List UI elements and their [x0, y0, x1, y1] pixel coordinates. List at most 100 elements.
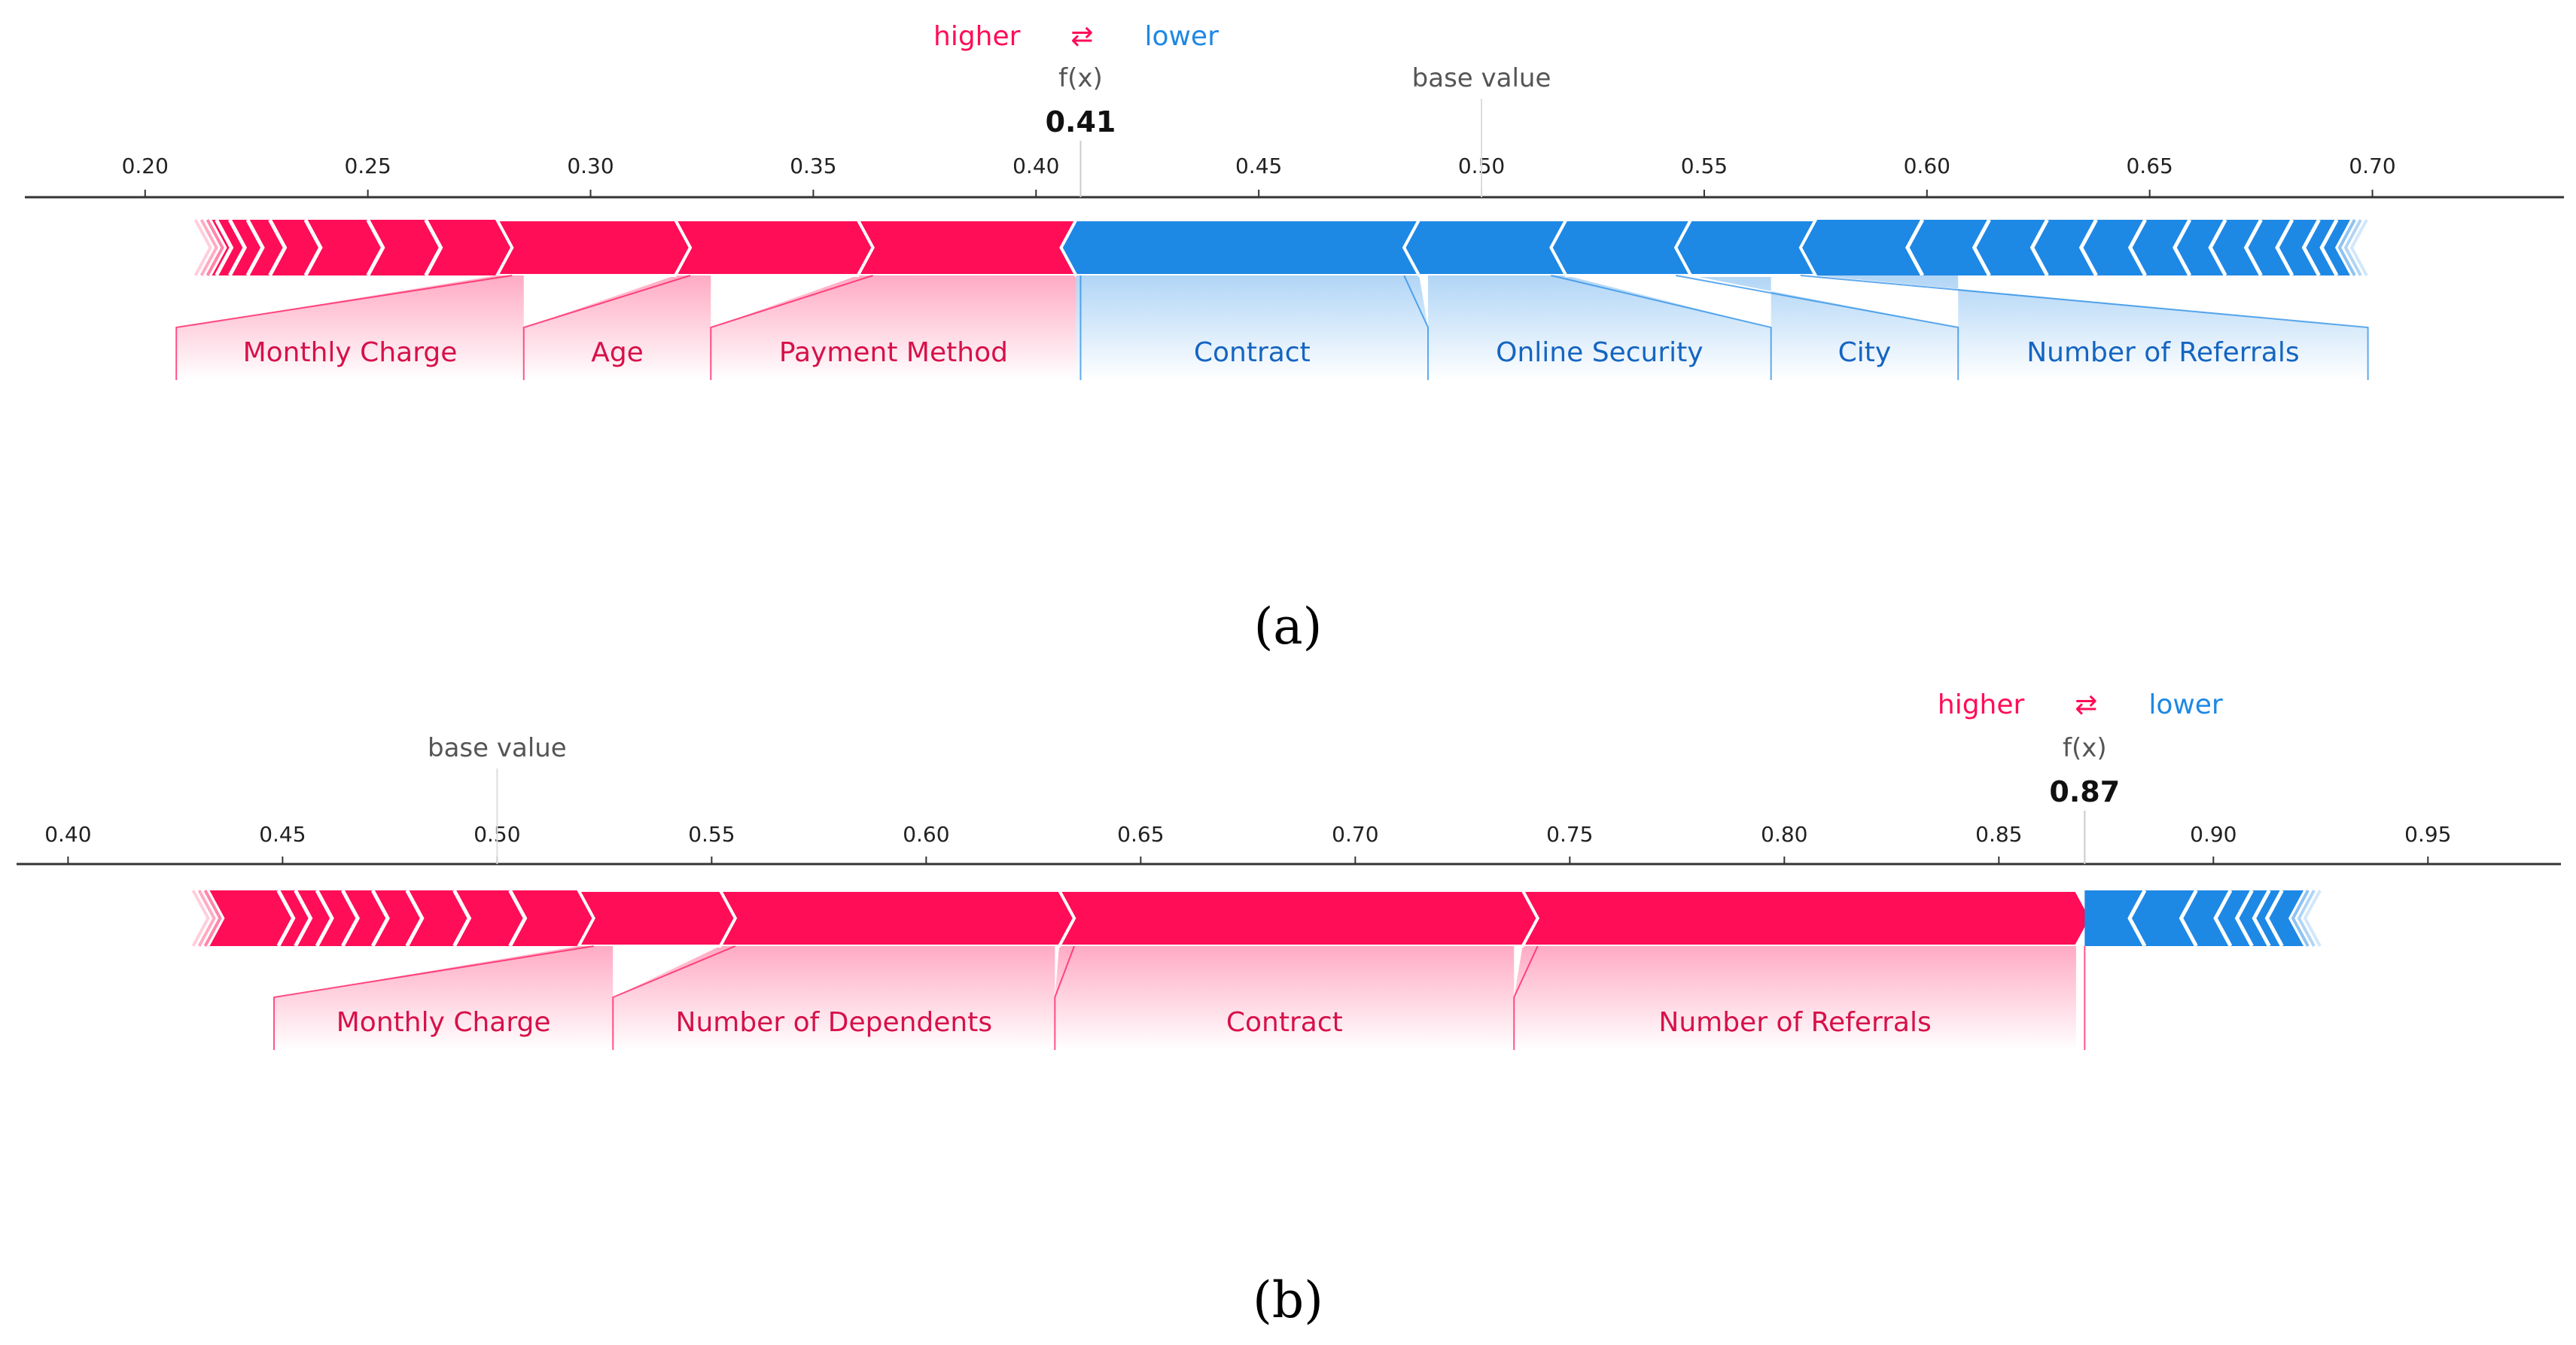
x-tick-label: 0.35 — [790, 154, 836, 178]
higher-small-features-segment — [209, 890, 594, 946]
lower-chevron-separator — [2252, 889, 2271, 948]
higher-fade-stripe — [193, 219, 212, 276]
x-tick-label: 0.65 — [2126, 154, 2173, 178]
x-tick-label: 0.80 — [1761, 822, 1807, 847]
higher-chevron-separator — [366, 218, 385, 277]
x-tick-label: 0.65 — [1117, 822, 1164, 847]
higher-chevron-separator — [215, 218, 234, 277]
lower-fade-stripe — [2349, 219, 2368, 276]
higher-small-features-segment — [212, 220, 513, 275]
legend-lower: lower — [2148, 689, 2223, 720]
higher-fade-stripe — [199, 219, 218, 276]
x-tick-label: 0.40 — [1012, 154, 1059, 178]
base-value-label: base value — [1412, 63, 1551, 93]
x-tick-label: 0.60 — [1904, 154, 1950, 178]
lower-feature-label: Contract — [1194, 337, 1311, 368]
lower-fade-stripe — [2291, 890, 2310, 947]
higher-label-connector — [710, 275, 873, 380]
lower-chevron-separator — [1905, 218, 1925, 277]
lower-feature-segment — [1059, 218, 1422, 277]
higher-label-connector — [1054, 945, 1075, 1050]
higher-feature-segment — [1056, 889, 1539, 948]
caption-b: (b) — [1253, 1271, 1323, 1329]
higher-chevron-separator — [370, 889, 390, 948]
lower-chevron-separator — [1972, 218, 1991, 277]
higher-feature-label: Age — [591, 337, 644, 368]
higher-label-shading — [1514, 946, 2076, 1050]
x-tick-label: 0.55 — [688, 822, 735, 847]
lower-small-features-segment — [2084, 890, 2304, 946]
lower-chevron-separator — [2029, 218, 2049, 277]
lower-fade-stripe — [2343, 219, 2362, 276]
lower-label-shading — [1815, 275, 2368, 380]
lower-fade-stripe — [2303, 890, 2322, 947]
x-tick-label: 0.60 — [903, 822, 949, 847]
fx-value: 0.41 — [1046, 105, 1116, 138]
higher-feature-segment — [494, 218, 693, 277]
higher-chevron-separator — [228, 218, 248, 277]
x-tick-label: 0.45 — [259, 822, 306, 847]
lower-fade-stripe — [2297, 890, 2316, 947]
higher-feature-segment — [855, 218, 1093, 277]
lower-feature-label: Number of Referrals — [2026, 337, 2299, 368]
higher-label-connector — [175, 275, 513, 380]
higher-feature-segment — [717, 889, 1076, 948]
higher-label-shading — [613, 946, 1055, 1050]
higher-label-connector — [612, 945, 736, 1050]
lower-fade-stripe — [2337, 219, 2356, 276]
fx-label: f(x) — [2063, 733, 2107, 763]
higher-label-shading — [711, 275, 1076, 380]
higher-feature-label: Number of Dependents — [676, 1007, 993, 1038]
x-tick-label: 0.95 — [2404, 822, 2451, 847]
lower-feature-label: Online Security — [1496, 337, 1703, 368]
higher-chevron-separator — [405, 889, 425, 948]
x-tick-label: 0.55 — [1681, 154, 1728, 178]
lower-chevron-separator — [2275, 218, 2294, 277]
lower-label-connector — [1675, 275, 1959, 380]
higher-fade-stripe — [203, 890, 222, 947]
x-tick-label: 0.75 — [1546, 822, 1593, 847]
x-tick-label: 0.30 — [567, 154, 614, 178]
higher-chevron-separator — [245, 218, 265, 277]
higher-label-shading — [176, 275, 524, 380]
lower-chevron-separator — [2208, 218, 2227, 277]
lower-chevron-separator — [2127, 889, 2147, 948]
legend-lower: lower — [1144, 21, 1219, 52]
lower-chevron-separator — [2179, 889, 2198, 948]
caption-a: (a) — [1254, 598, 1323, 656]
higher-label-shading — [1055, 946, 1515, 1050]
higher-chevron-separator — [268, 218, 288, 277]
legend-arrow-icon: ⇄ — [1070, 21, 1093, 52]
lower-feature-segment — [1549, 218, 1694, 277]
legend-higher: higher — [933, 21, 1021, 52]
higher-chevron-separator — [508, 889, 528, 948]
higher-feature-label: Number of Referrals — [1658, 1007, 1931, 1038]
base-value-label: base value — [428, 733, 567, 763]
higher-label-shading — [523, 275, 711, 380]
higher-chevron-separator — [303, 218, 323, 277]
higher-chevron-separator — [315, 889, 334, 948]
higher-chevron-separator — [452, 889, 472, 948]
x-tick-label: 0.90 — [2190, 822, 2236, 847]
lower-chevron-separator — [2234, 889, 2254, 948]
x-tick-label: 0.85 — [1975, 822, 2022, 847]
lower-feature-label: City — [1838, 337, 1892, 368]
lower-label-connector — [1800, 275, 2369, 380]
lower-label-shading — [1691, 275, 1959, 380]
lower-chevron-separator — [2127, 218, 2147, 277]
higher-fade-stripe — [191, 890, 210, 947]
lower-label-shading — [1428, 275, 1771, 380]
fx-value: 0.87 — [2049, 775, 2120, 808]
x-tick-label: 0.25 — [344, 154, 391, 178]
x-tick-label: 0.20 — [122, 154, 169, 178]
higher-fade-stripe — [197, 890, 216, 947]
lower-chevron-separator — [2213, 889, 2233, 948]
lower-chevron-separator — [2301, 218, 2321, 277]
higher-label-connector — [273, 945, 594, 1050]
x-tick-label: 0.70 — [2349, 154, 2395, 178]
lower-chevron-separator — [2243, 218, 2263, 277]
higher-label-connector — [522, 275, 691, 380]
lower-chevron-separator — [2173, 218, 2192, 277]
